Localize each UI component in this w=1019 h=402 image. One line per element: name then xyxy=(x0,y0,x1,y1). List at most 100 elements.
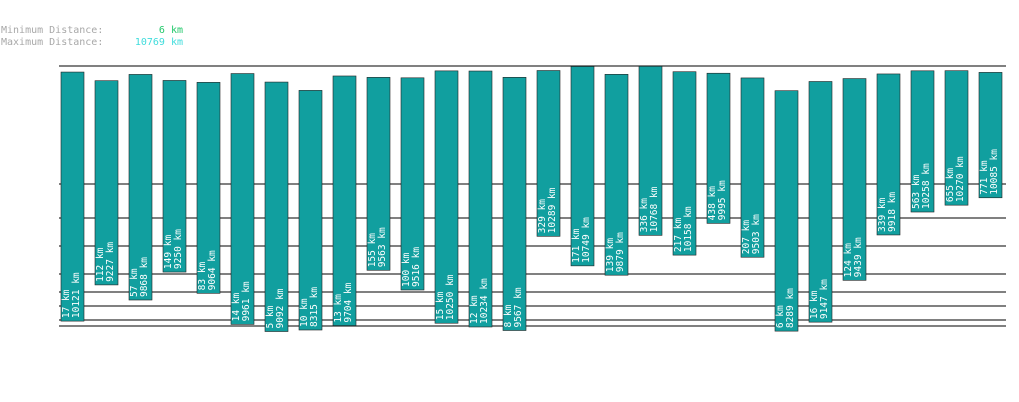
range-bar-group: 17 km 10121 km xyxy=(60,71,85,322)
range-bar xyxy=(774,90,799,332)
min-distance-value: 6 km xyxy=(158,25,183,36)
bar-max-label: 9227 km xyxy=(105,242,116,282)
range-bar xyxy=(366,77,391,271)
range-bar xyxy=(400,77,425,291)
range-bar-group: 13 km 9704 km xyxy=(332,75,357,326)
range-bar-group: 207 km 9503 km xyxy=(740,77,765,258)
range-bar-group: 217 km 10158 km xyxy=(672,71,697,256)
range-bar xyxy=(672,71,697,256)
distance-summary: Minimum Distance: 6 km Maximum Distance: 1… xyxy=(1,25,183,49)
range-bar xyxy=(434,70,459,324)
bar-min-label: 15 km xyxy=(435,291,446,320)
range-bar xyxy=(468,70,493,328)
bar-max-label: 10289 km xyxy=(547,187,558,233)
range-bar-group: 100 km 9516 km xyxy=(400,77,425,291)
range-bar-group: 124 km 9439 km xyxy=(842,78,867,281)
range-bar xyxy=(876,73,901,236)
range-bar-group: 112 km 9227 km xyxy=(94,80,119,286)
range-bar xyxy=(94,80,119,286)
bar-min-label: 100 km xyxy=(401,252,412,287)
bar-max-label: 9563 km xyxy=(377,227,388,267)
range-bar-group: 10 km 8315 km xyxy=(298,90,323,331)
bar-min-label: 5 km xyxy=(265,305,276,328)
bar-min-label: 217 km xyxy=(673,218,684,253)
bar-min-label: 139 km xyxy=(605,238,616,273)
range-bar xyxy=(944,70,969,206)
range-bar xyxy=(808,81,833,323)
bar-max-label: 10158 km xyxy=(683,206,694,252)
bar-min-label: 8 km xyxy=(503,304,514,327)
bar-max-label: 10085 km xyxy=(989,149,1000,195)
bar-max-label: 9961 km xyxy=(241,281,252,321)
bar-min-label: 438 km xyxy=(707,186,718,221)
bar-max-label: 8315 km xyxy=(309,287,320,327)
range-bar xyxy=(638,65,663,236)
range-bar-group: 438 km 9995 km xyxy=(706,72,731,224)
bar-max-label: 9879 km xyxy=(615,232,626,272)
bar-max-label: 9567 km xyxy=(513,287,524,327)
range-bar-group: 5 km 9092 km xyxy=(264,81,289,332)
range-bar-group: 139 km 9879 km xyxy=(604,74,629,276)
range-bar xyxy=(196,82,221,294)
range-bar-group: 655 km 10270 km xyxy=(944,70,969,206)
bar-min-label: 207 km xyxy=(741,220,752,255)
max-distance-row: Maximum Distance: 10769 km xyxy=(1,37,183,49)
range-bar-group: 15 km 10250 km xyxy=(434,70,459,324)
range-bar xyxy=(502,77,527,331)
range-bar xyxy=(162,80,187,273)
bar-max-label: 10270 km xyxy=(955,156,966,202)
range-bar-group: 336 km 10768 km xyxy=(638,65,663,236)
range-bar xyxy=(332,75,357,326)
range-bar-group: 329 km 10289 km xyxy=(536,70,561,237)
bar-min-label: 13 km xyxy=(333,294,344,323)
range-bar xyxy=(264,81,289,332)
bar-max-label: 9516 km xyxy=(411,247,422,287)
bar-min-label: 336 km xyxy=(639,198,650,233)
range-bar-group: 14 km 9961 km xyxy=(230,73,255,325)
max-distance-value: 10769 km xyxy=(134,37,183,48)
min-distance-label: Minimum Distance: xyxy=(1,25,104,36)
bar-min-label: 16 km xyxy=(809,290,820,319)
range-bar-group: 16 km 9147 km xyxy=(808,81,833,323)
range-bar-group: 12 km 10234 km xyxy=(468,70,493,328)
range-bar xyxy=(230,73,255,325)
bar-max-label: 10258 km xyxy=(921,163,932,209)
range-bar xyxy=(536,70,561,237)
range-bar xyxy=(298,90,323,331)
bar-min-label: 14 km xyxy=(231,293,242,322)
bar-min-label: 655 km xyxy=(945,168,956,203)
bar-min-label: 124 km xyxy=(843,243,854,278)
max-distance-label: Maximum Distance: xyxy=(1,37,104,48)
bar-min-label: 12 km xyxy=(469,295,480,324)
range-bar xyxy=(60,71,85,322)
bar-max-label: 9092 km xyxy=(275,288,286,328)
range-bar xyxy=(978,72,1003,199)
range-bar-group: 83 km 9064 km xyxy=(196,82,221,294)
range-bar xyxy=(604,74,629,276)
bar-max-label: 9995 km xyxy=(717,180,728,220)
range-bar xyxy=(910,70,935,213)
bar-min-label: 83 km xyxy=(197,261,208,290)
range-bar-group: 6 km 8289 km xyxy=(774,90,799,332)
bar-min-label: 329 km xyxy=(537,199,548,234)
bar-max-label: 10749 km xyxy=(581,217,592,263)
bar-min-label: 155 km xyxy=(367,233,378,268)
range-bar-group: 171 km 10749 km xyxy=(570,66,595,267)
range-bar-group: 339 km 9918 km xyxy=(876,73,901,236)
bar-min-label: 149 km xyxy=(163,234,174,269)
range-bar-group: 57 km 9868 km xyxy=(128,74,153,301)
bar-min-label: 339 km xyxy=(877,197,888,232)
range-bar-group: 771 km 10085 km xyxy=(978,72,1003,199)
bar-min-label: 112 km xyxy=(95,247,106,282)
bar-max-label: 9439 km xyxy=(853,237,864,277)
bar-min-label: 57 km xyxy=(129,268,140,297)
range-bar-group: 8 km 9567 km xyxy=(502,77,527,331)
min-distance-row: Minimum Distance: 6 km xyxy=(1,25,183,37)
bar-max-label: 10768 km xyxy=(649,186,660,232)
bar-max-label: 10234 km xyxy=(479,278,490,324)
bars: 17 km 10121 km 112 km 9227 km 57 km 9868 km 14… xyxy=(60,65,1003,332)
bar-min-label: 771 km xyxy=(979,160,990,195)
range-bar xyxy=(570,66,595,267)
bar-max-label: 9704 km xyxy=(343,282,354,322)
